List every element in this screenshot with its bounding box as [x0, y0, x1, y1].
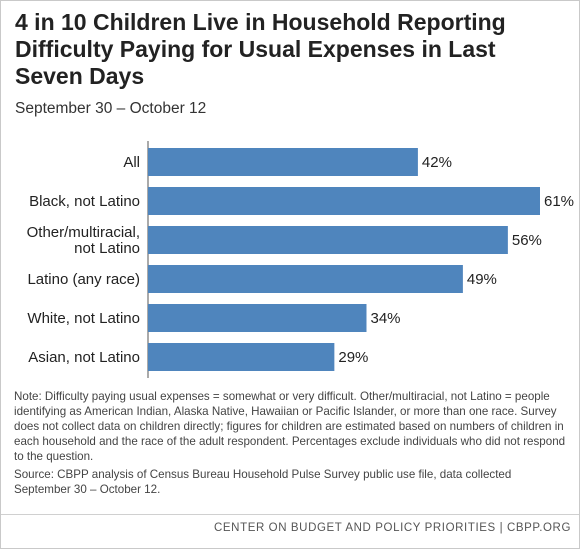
footer-credit: CENTER ON BUDGET AND POLICY PRIORITIES |… [213, 522, 571, 534]
category-label: Black, not Latino [29, 193, 140, 210]
category-label: All [123, 154, 140, 171]
value-label: 29% [338, 349, 368, 366]
value-label: 49% [467, 271, 497, 288]
chart-subtitle: September 30 – October 12 [15, 100, 207, 117]
value-label: 42% [422, 154, 452, 171]
note-text: Note: Difficulty paying usual expenses =… [14, 390, 566, 463]
footer-divider [1, 514, 579, 515]
category-label: Asian, not Latino [28, 349, 140, 366]
value-label: 61% [544, 193, 574, 210]
bar [148, 265, 463, 293]
bar-chart: 42% All 61% Black, not Latino 56% Other/multi… [27, 141, 574, 378]
value-label: 56% [512, 232, 542, 249]
value-label: 34% [370, 310, 400, 327]
bar [148, 304, 367, 332]
bar [148, 343, 335, 371]
source-text: Source: CBPP analysis of Census Bureau H… [14, 468, 512, 496]
category-label: Latino (any race) [27, 271, 140, 288]
category-label: Other/multiracial, not Latino [27, 224, 140, 257]
chart-title: 4 in 10 Children Live in Household Repor… [15, 9, 506, 89]
bar [148, 226, 508, 254]
chart-notes: Note: Difficulty paying usual expenses =… [14, 389, 570, 497]
category-label: White, not Latino [27, 310, 140, 327]
bar [148, 148, 418, 176]
bar [148, 187, 540, 215]
